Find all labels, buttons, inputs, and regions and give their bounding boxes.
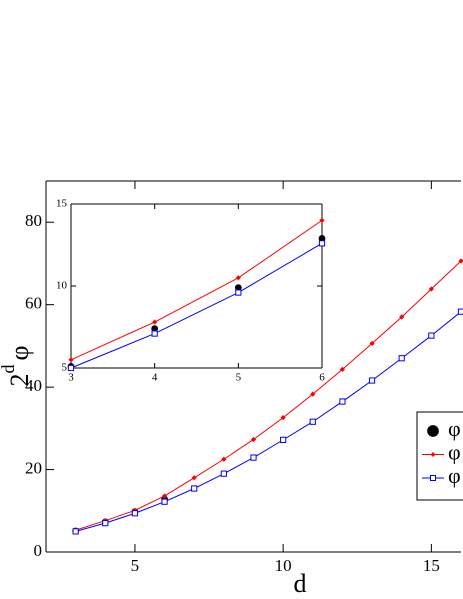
inset-background bbox=[71, 204, 322, 368]
diamond-marker bbox=[430, 452, 436, 457]
diamond-marker bbox=[369, 340, 375, 347]
y-label-sup: d bbox=[0, 365, 18, 374]
legend-label: φ bbox=[448, 440, 461, 465]
series-line bbox=[70, 242, 323, 369]
diamond-marker bbox=[280, 415, 286, 421]
y-label-base: 2 bbox=[5, 374, 34, 387]
dot-marker bbox=[234, 284, 242, 292]
diamond-marker bbox=[161, 493, 168, 499]
dot-marker bbox=[151, 325, 159, 333]
x-tick-label: 5 bbox=[236, 371, 242, 383]
square-marker bbox=[235, 289, 242, 296]
x-tick-label: 3 bbox=[68, 371, 74, 383]
y-tick-label: 15 bbox=[56, 198, 68, 210]
square-marker bbox=[151, 330, 158, 337]
legend-label: φ bbox=[448, 463, 461, 488]
diamond-marker bbox=[339, 366, 346, 372]
legend: φφφ bbox=[416, 411, 463, 501]
square-marker bbox=[250, 454, 257, 461]
y-tick-label: 5 bbox=[62, 362, 68, 374]
diamond-marker bbox=[310, 391, 316, 397]
series-line bbox=[75, 260, 462, 531]
y-axis-label: 2dφ bbox=[0, 345, 34, 386]
square-marker bbox=[309, 418, 316, 425]
y-tick-label: 20 bbox=[25, 458, 42, 477]
square-marker bbox=[191, 485, 198, 492]
y-tick-label: 40 bbox=[25, 376, 42, 395]
x-tick-label: 5 bbox=[131, 556, 140, 575]
legend-box bbox=[416, 411, 463, 501]
diamond-marker bbox=[68, 357, 74, 363]
square-marker bbox=[161, 498, 168, 505]
plot-1: 3 4 5 6 5 10 15 bbox=[56, 198, 326, 383]
dot-marker bbox=[318, 235, 326, 242]
y-tick-label: 60 bbox=[25, 294, 42, 313]
plot-0: 5 10 15 0 20 40 60 80 φφφ bbox=[25, 180, 463, 575]
x-tick-label: 6 bbox=[319, 371, 325, 383]
diamond-marker bbox=[250, 436, 257, 443]
square-marker bbox=[398, 355, 405, 362]
diamond-marker bbox=[458, 258, 463, 264]
x-tick-label: 15 bbox=[423, 556, 440, 575]
y-label-symbol: φ bbox=[5, 345, 34, 360]
square-marker bbox=[430, 475, 436, 481]
x-axis-label: d bbox=[294, 569, 307, 598]
x-tick-label: 4 bbox=[152, 371, 158, 383]
legend-label: φ bbox=[448, 416, 461, 441]
diamond-marker bbox=[399, 314, 405, 320]
square-marker bbox=[72, 528, 79, 535]
diamond-marker bbox=[428, 286, 434, 292]
x-tick-label: 10 bbox=[275, 556, 292, 575]
square-marker bbox=[220, 470, 227, 477]
y-axis-label-text: 2dφ bbox=[0, 345, 34, 386]
diamond-marker bbox=[235, 275, 241, 281]
square-marker bbox=[428, 332, 435, 339]
square-marker bbox=[368, 377, 376, 384]
square-marker bbox=[457, 308, 463, 315]
y-tick-label: 0 bbox=[34, 541, 43, 560]
square-marker bbox=[339, 398, 346, 405]
diamond-marker bbox=[191, 475, 197, 481]
diamond-marker bbox=[319, 217, 325, 223]
diamond-marker bbox=[152, 319, 158, 325]
series-line bbox=[70, 219, 323, 361]
square-marker bbox=[280, 436, 287, 443]
dot-marker bbox=[427, 425, 439, 437]
diamond-marker bbox=[221, 456, 227, 462]
square-marker bbox=[67, 364, 75, 372]
square-marker bbox=[318, 240, 326, 247]
square-marker bbox=[131, 510, 139, 517]
y-tick-label: 80 bbox=[25, 211, 42, 230]
square-marker bbox=[102, 520, 109, 527]
y-tick-label: 10 bbox=[56, 280, 68, 292]
series-line bbox=[75, 311, 462, 532]
